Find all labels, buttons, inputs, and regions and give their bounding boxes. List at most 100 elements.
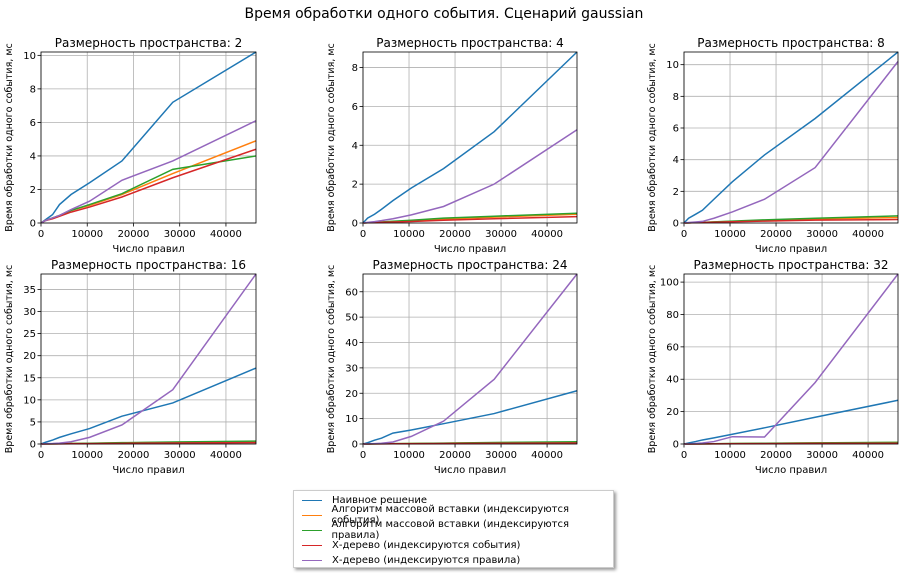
y-tick-label: 40: [345, 338, 358, 349]
legend-swatch-xtree-rules: [302, 559, 322, 561]
y-tick-label: 30: [23, 307, 36, 318]
x-tick-label: 30000: [485, 229, 517, 240]
legend-item-naive: Наивное решение: [302, 493, 427, 507]
y-tick-label: 50: [345, 313, 358, 324]
x-tick-label: 0: [681, 450, 687, 461]
x-axis-label: Число правил: [112, 244, 184, 255]
y-tick-label: 0: [30, 440, 36, 451]
x-tick-label: 0: [360, 229, 366, 240]
y-tick-label: 5: [30, 417, 36, 428]
x-tick-label: 30000: [806, 229, 838, 240]
y-tick-label: 30: [345, 363, 358, 374]
subplot-title: Размерность пространства: 4: [376, 36, 563, 50]
x-tick-label: 20000: [760, 229, 792, 240]
y-tick-label: 15: [23, 373, 36, 384]
y-tick-label: 10: [23, 395, 36, 406]
x-axis-label: Число правил: [434, 244, 506, 255]
y-tick-label: 20: [23, 351, 36, 362]
x-tick-label: 0: [38, 450, 44, 461]
series-line-xtree-rules: [683, 273, 899, 445]
legend-swatch-xtree-events: [302, 544, 322, 546]
x-tick-label: 20000: [118, 450, 150, 461]
y-tick-label: 8: [30, 84, 36, 95]
y-axis-label: Время обработки одного события, мс: [326, 265, 337, 453]
series-line-bulk-events: [40, 140, 257, 224]
subplot-title: Размерность пространства: 2: [55, 36, 242, 50]
subplot-4: 0 10000 20000 30000 40000 0 5 10 15 20 25 30 35 Разме…: [4, 258, 257, 476]
y-tick-label: 6: [673, 124, 679, 135]
y-tick-label: 20: [345, 389, 358, 400]
legend-item-bulk-rules: Алгоритм массовой вставки (индексируются…: [302, 519, 613, 541]
x-tick-label: 20000: [439, 450, 471, 461]
x-tick-label: 40000: [531, 450, 563, 461]
legend-item-bulk-events: Алгоритм массовой вставки (индексируются…: [302, 504, 613, 526]
legend-swatch-naive: [302, 499, 322, 501]
legend-label-xtree-events: Х-дерево (индексируются события): [332, 539, 521, 551]
y-tick-label: 35: [23, 285, 36, 296]
subplot-title: Размерность пространства: 32: [693, 258, 888, 272]
y-tick-label: 10: [23, 51, 36, 62]
y-axis-label: Время обработки одного события, мс: [4, 43, 15, 231]
subplot-5: 0 10000 20000 30000 40000 0 10 20 30 40 50 60 Размер…: [326, 258, 578, 476]
series-line-xtree-events: [40, 148, 257, 224]
y-axis-label: Время обработки одного события, мс: [647, 265, 658, 453]
x-tick-label: 40000: [210, 450, 242, 461]
figure-title: Время обработки одного события. Сценарий…: [245, 6, 644, 22]
subplot-2: 0 10000 20000 30000 40000 0 2 4 6 8 Размерность пр…: [326, 36, 578, 255]
legend-swatch-bulk-events: [302, 514, 322, 516]
y-tick-label: 6: [352, 102, 358, 113]
y-tick-label: 2: [352, 180, 358, 191]
series-line-naive: [362, 389, 578, 445]
series-line-xtree-rules: [362, 129, 578, 224]
x-tick-label: 40000: [531, 229, 563, 240]
x-axis-label: Число правил: [755, 465, 827, 476]
legend-swatch-bulk-rules: [302, 529, 322, 531]
series-line-naive: [683, 399, 899, 445]
x-tick-label: 10000: [71, 450, 103, 461]
x-tick-label: 10000: [393, 450, 425, 461]
y-axis-label: Время обработки одного события, мс: [647, 43, 658, 231]
legend-label-bulk-events: Алгоритм массовой вставки (индексируются…: [331, 504, 570, 526]
y-tick-label: 0: [352, 440, 358, 451]
axes-frame: [40, 51, 257, 224]
y-tick-label: 4: [352, 141, 358, 152]
x-tick-label: 40000: [852, 450, 884, 461]
x-tick-label: 40000: [852, 229, 884, 240]
subplot-title: Размерность пространства: 8: [697, 36, 884, 50]
y-tick-label: 0: [30, 219, 36, 230]
legend-item-xtree-rules: Х-дерево (индексируются правила): [302, 553, 520, 567]
legend-label-xtree-rules: Х-дерево (индексируются правила): [332, 554, 521, 566]
x-tick-label: 20000: [760, 450, 792, 461]
series-line-naive: [362, 51, 578, 224]
y-tick-label: 80: [666, 310, 679, 321]
legend-item-xtree-events: Х-дерево (индексируются события): [302, 538, 520, 552]
y-tick-label: 25: [23, 329, 36, 340]
x-tick-label: 40000: [210, 229, 242, 240]
legend-label-bulk-rules: Алгоритм массовой вставки (индексируются…: [331, 519, 570, 541]
x-tick-label: 0: [360, 450, 366, 461]
y-tick-label: 4: [673, 155, 679, 166]
x-axis-label: Число правил: [112, 465, 184, 476]
y-axis-label: Время обработки одного события, мс: [326, 43, 337, 231]
x-tick-label: 10000: [714, 450, 746, 461]
y-tick-label: 10: [345, 414, 358, 425]
subplot-grid: 0 10000 20000 30000 400000246810Размерность …: [4, 36, 899, 476]
x-axis-label: Число правил: [434, 465, 506, 476]
x-axis-label: Число правил: [755, 244, 827, 255]
series-line-xtree-rules: [40, 273, 257, 445]
axes-frame: [683, 273, 899, 445]
legend-label-naive: Наивное решение: [332, 494, 428, 506]
series-line-xtree-rules: [40, 120, 257, 224]
x-tick-label: 30000: [485, 450, 517, 461]
y-tick-label: 4: [30, 151, 36, 162]
y-tick-label: 8: [352, 63, 358, 74]
subplot-3: 0 10000 20000 30000 40000 0 2 4 6 8 10 Размерность …: [647, 36, 899, 255]
x-tick-label: 10000: [393, 229, 425, 240]
x-tick-label: 30000: [806, 450, 838, 461]
y-tick-label: 20: [666, 407, 679, 418]
x-tick-label: 0: [681, 229, 687, 240]
y-tick-label: 6: [30, 118, 36, 129]
subplot-title: Размерность пространства: 24: [372, 258, 567, 272]
y-tick-label: 10: [666, 60, 679, 71]
